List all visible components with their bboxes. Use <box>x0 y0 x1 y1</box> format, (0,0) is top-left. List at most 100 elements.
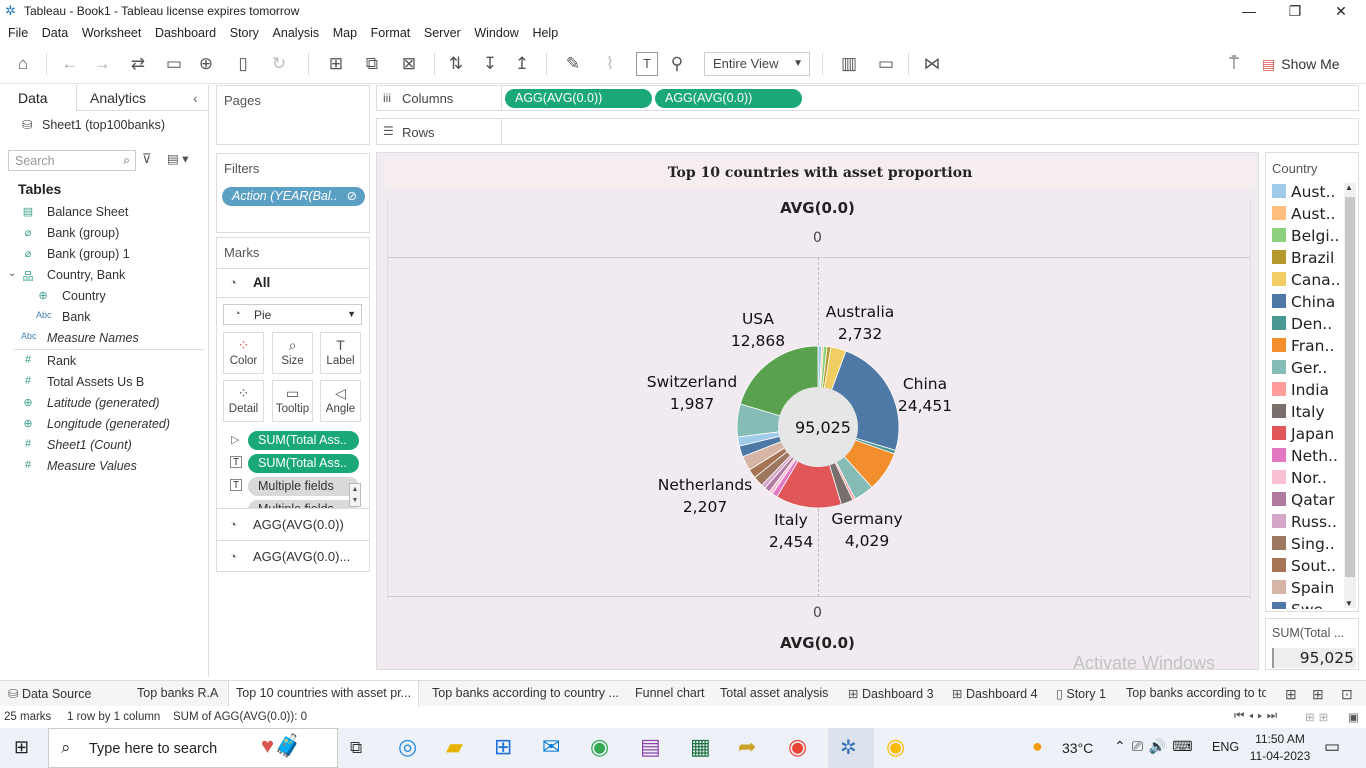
tab-dashboard-3[interactable]: ⊞ Dashboard 3 <box>848 687 934 701</box>
legend-item[interactable]: Spain <box>1272 579 1334 599</box>
swap-rows-columns-icon[interactable]: ⇅ <box>448 54 464 73</box>
legend-item[interactable]: Fran.. <box>1272 337 1334 357</box>
paint-icon[interactable]: ⍑ <box>1228 54 1240 73</box>
minimize-button[interactable]: — <box>1242 3 1256 19</box>
share-icon[interactable]: ⋈ <box>923 54 941 73</box>
chrome-profile-icon[interactable]: ◉ <box>590 734 610 759</box>
field-measure-names[interactable]: Abc Measure Names <box>21 331 139 345</box>
field-rank[interactable]: # Rank <box>24 354 77 368</box>
marks-all-row[interactable]: ◔ All <box>217 268 369 298</box>
angle-pill[interactable]: SUM(Total Ass.. <box>248 431 359 450</box>
tab-dashboard-4[interactable]: ⊞ Dashboard 4 <box>952 687 1038 701</box>
menu-story[interactable]: Story <box>229 26 259 40</box>
file-explorer-icon[interactable]: ▰ <box>446 734 463 759</box>
sheet-nav-icon[interactable]: ⏮◂▸⏭ <box>1234 710 1282 722</box>
legend-item[interactable]: Qatar <box>1272 491 1335 511</box>
scroll-up-icon[interactable]: ▲ <box>1345 183 1353 192</box>
highlight-icon[interactable]: ✎ <box>565 54 581 73</box>
edge-icon[interactable]: ◎ <box>398 734 418 759</box>
label-pill[interactable]: SUM(Total Ass.. <box>248 454 359 473</box>
tab-funnel-chart[interactable]: Funnel chart <box>635 686 705 700</box>
legend-scrollbar[interactable]: ▲ ▼ <box>1344 183 1356 608</box>
new-sheet-icon[interactable]: ⊞ <box>1285 686 1297 702</box>
restore-button[interactable]: ❐ <box>1288 3 1302 19</box>
tab-data[interactable]: Data <box>18 90 48 106</box>
legend-item[interactable]: Aust.. <box>1272 183 1335 203</box>
chrome-icon-2[interactable]: ◉ <box>788 734 808 759</box>
columns-shelf[interactable]: iii Columns AGG(AVG(0.0)) AGG(AVG(0.0)) <box>376 85 1359 111</box>
rows-shelf[interactable]: ☰ Rows <box>376 118 1359 145</box>
color-button[interactable]: ⁘ Color <box>223 332 264 374</box>
marks-agg-row-1[interactable]: ◔ AGG(AVG(0.0)) <box>217 508 369 539</box>
sheet-view-icon[interactable]: ⊞⊞ <box>1305 712 1333 724</box>
field-longitude[interactable]: ⊕ Longitude (generated) <box>23 417 171 431</box>
menu-file[interactable]: File <box>8 26 29 40</box>
refresh-icon[interactable]: ↻ <box>271 54 287 73</box>
winrar-icon[interactable]: ▤ <box>640 734 661 759</box>
tableau-taskbar-button[interactable]: ✲ <box>828 728 874 768</box>
save-icon[interactable]: ▭ <box>165 54 183 73</box>
scroll-down-icon[interactable]: ▼ <box>1345 599 1353 608</box>
multiple-fields-pill[interactable]: Multiple fields <box>248 477 359 496</box>
undo-icon[interactable]: ← <box>61 54 79 73</box>
color-legend[interactable]: Country Aust.. Aust.. Belgi.. Brazil Cana.. C… <box>1265 152 1359 612</box>
new-dashboard-icon[interactable]: ⊞ <box>1312 686 1324 702</box>
menu-analysis[interactable]: Analysis <box>272 26 320 40</box>
search-input[interactable]: Search ⌕ <box>8 150 136 171</box>
legend-item[interactable]: India <box>1272 381 1329 401</box>
show-mark-labels-icon[interactable]: T <box>636 52 658 76</box>
tab-top-banks-country[interactable]: Top banks according to country ... <box>432 686 619 700</box>
chrome-icon[interactable]: ◉ <box>886 734 906 759</box>
pages-shelf[interactable]: Pages <box>216 85 370 145</box>
fit-dropdown[interactable]: Entire View ▼ <box>704 52 810 76</box>
excel-icon[interactable]: ▦ <box>690 734 711 759</box>
mail-icon[interactable]: ✉ <box>542 734 561 759</box>
home-icon[interactable]: ⌂ <box>17 54 29 73</box>
folder-arrow-icon[interactable]: ➦ <box>738 734 757 759</box>
filter-pill[interactable]: Action (YEAR(Bal.. ⊘ <box>222 187 365 206</box>
column-pill-2[interactable]: AGG(AVG(0.0)) <box>655 89 802 108</box>
field-sheet1-count[interactable]: # Sheet1 (Count) <box>24 438 132 452</box>
cards-icon[interactable]: ▥ <box>840 54 858 73</box>
legend-item[interactable]: Ger.. <box>1272 359 1327 379</box>
legend-item[interactable]: Italy <box>1272 403 1325 423</box>
legend-item[interactable]: Russ.. <box>1272 513 1337 533</box>
viz-canvas[interactable]: Top 10 countries with asset proportion A… <box>376 152 1259 670</box>
windows-start-icon[interactable]: ⊞ <box>14 737 30 757</box>
legend-item[interactable]: Cana.. <box>1272 271 1341 291</box>
menu-help[interactable]: Help <box>532 26 559 40</box>
tab-analytics[interactable]: Analytics <box>90 90 147 106</box>
angle-button[interactable]: ◁ Angle <box>320 380 361 422</box>
close-button[interactable]: ✕ <box>1335 3 1347 19</box>
tab-story-1[interactable]: ▯ Story 1 <box>1056 687 1106 701</box>
menu-format[interactable]: Format <box>370 26 411 40</box>
mark-type-select[interactable]: ◔ Pie ▼ <box>223 304 362 325</box>
legend-item[interactable]: Brazil <box>1272 249 1334 269</box>
system-tray-icons[interactable]: ⌃⎚🔊⌨ <box>1114 738 1199 754</box>
tab-top-banks-according-to[interactable]: Top banks according to to <box>1126 686 1266 700</box>
tab-top-10-countries-active[interactable]: Top 10 countries with asset pr... <box>228 681 420 707</box>
store-icon[interactable]: ⊞ <box>494 734 513 759</box>
legend-item[interactable]: Japan <box>1272 425 1334 445</box>
field-bank[interactable]: Abc Bank <box>36 310 91 324</box>
legend-item[interactable]: Sing.. <box>1272 535 1335 555</box>
pie-slice-11[interactable] <box>776 426 842 509</box>
taskbar-search-box[interactable]: ⌕ Type here to search ♥🧳 <box>48 728 338 768</box>
field-balance-sheet[interactable]: ▤ Balance Sheet <box>22 205 129 219</box>
menu-map[interactable]: Map <box>332 26 358 40</box>
view-options-icon[interactable]: ▤ ▾ <box>167 152 189 166</box>
sort-ascending-icon[interactable]: ↧ <box>482 54 498 73</box>
new-datasource-icon[interactable]: ⊕ <box>198 54 214 73</box>
legend-item[interactable]: Den.. <box>1272 315 1332 335</box>
tab-top-banks-ra[interactable]: Top banks R.A <box>137 686 219 700</box>
size-button[interactable]: ⌕ Size <box>272 332 313 374</box>
marks-agg-row-2[interactable]: ◔ AGG(AVG(0.0)... <box>217 540 369 571</box>
multiple-fields-pill[interactable]: Multiple fields <box>248 500 357 508</box>
swap-arrow-icon[interactable]: ⇄ <box>130 54 146 73</box>
field-country[interactable]: ⊕ Country <box>38 289 106 303</box>
size-legend[interactable]: SUM(Total ... 95,025 <box>1265 618 1359 670</box>
column-pill-1[interactable]: AGG(AVG(0.0)) <box>505 89 652 108</box>
field-measure-values[interactable]: # Measure Values <box>24 459 137 473</box>
filters-shelf[interactable]: Filters Action (YEAR(Bal.. ⊘ <box>216 153 370 233</box>
duplicate-sheet-icon[interactable]: ⧉ <box>365 54 379 73</box>
